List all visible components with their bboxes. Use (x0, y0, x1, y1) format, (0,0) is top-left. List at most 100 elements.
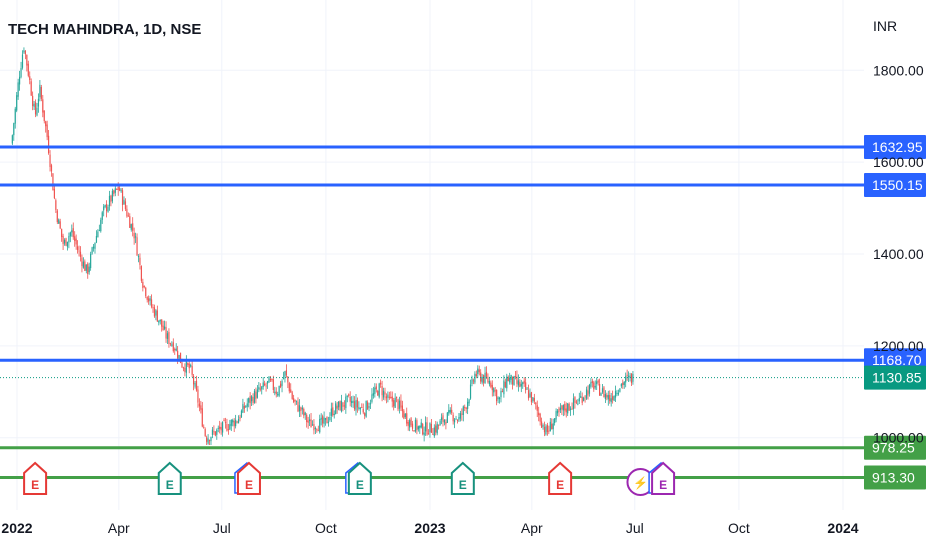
candle-body (622, 382, 624, 386)
price-badge-label: 1632.95 (872, 139, 923, 155)
candles-layer (11, 47, 634, 445)
earnings-marker[interactable]: E (548, 461, 573, 495)
candle-body (220, 427, 222, 431)
candle-body (372, 393, 374, 396)
candle-body (274, 391, 276, 393)
candle-body (285, 370, 287, 376)
price-badge[interactable] (864, 135, 926, 160)
candle-body (155, 310, 157, 316)
candle-body (145, 287, 147, 297)
candle-body (20, 68, 22, 78)
candle-body (21, 54, 24, 68)
candle-body (439, 420, 441, 426)
price-axis[interactable]: INR 1800.00 1600.00 1400.00 1200.00 1000.00 (873, 18, 924, 446)
candle-body (613, 396, 615, 401)
candle-body (598, 383, 601, 396)
chart-title: TECH MAHINDRA, 1D, NSE (8, 21, 201, 38)
time-axis[interactable]: 2022 Apr Jul Oct 2023 Apr Jul Oct 2024 (1, 520, 858, 536)
candle-body (381, 385, 383, 396)
candle-body (358, 406, 360, 410)
candle-body (116, 188, 118, 190)
candle-body (123, 199, 125, 205)
candle-body (555, 411, 557, 420)
price-badge[interactable] (864, 465, 926, 490)
candle-body (366, 402, 369, 410)
earnings-marker[interactable]: E (157, 461, 182, 495)
candle-body (327, 421, 330, 423)
candle-body (551, 423, 553, 430)
candle-body (584, 396, 586, 398)
candle-body (132, 223, 134, 231)
candle-body (607, 395, 609, 400)
candle-body (430, 424, 432, 433)
y-tick-label: 1200.00 (873, 338, 924, 354)
candle-body (359, 408, 361, 410)
candle-body (153, 307, 156, 317)
candle-body (498, 397, 501, 400)
candle-body (388, 396, 390, 398)
candle-body (150, 299, 153, 307)
candle-body (258, 387, 260, 390)
candle-body (249, 396, 251, 404)
price-badge[interactable] (864, 435, 926, 460)
candle-body (50, 165, 53, 172)
candle-body (178, 355, 180, 361)
candle-body (516, 376, 518, 384)
candle-body (252, 397, 254, 404)
earnings-icon (236, 461, 261, 495)
candle-body (462, 406, 464, 415)
candle-body (148, 298, 150, 302)
candle-body (304, 412, 306, 416)
candle-body (185, 360, 187, 373)
candle-body (329, 416, 331, 421)
candle-body (477, 368, 479, 375)
candle-body (114, 188, 116, 193)
price-badge-label: 1130.85 (872, 370, 922, 386)
candle-body (606, 394, 608, 398)
candle-body (297, 401, 299, 412)
candle-body (393, 400, 395, 407)
candle-body (242, 404, 244, 413)
candle-body (66, 241, 69, 247)
candle-body (467, 401, 469, 409)
candle-body (130, 224, 132, 230)
candle-body (365, 401, 367, 417)
candle-body (455, 418, 457, 420)
earnings-marker[interactable]: E (234, 461, 261, 495)
price-badge-label: 978.25 (872, 440, 915, 456)
candle-body (139, 257, 141, 265)
candle-body (546, 425, 548, 432)
candle-body (108, 195, 111, 207)
earnings-marker[interactable]: E (648, 461, 676, 495)
earnings-marker[interactable]: E (450, 461, 475, 495)
earnings-marker[interactable]: E (345, 461, 372, 495)
candle-body (424, 422, 427, 432)
horizontal-levels[interactable]: 1632.95 1550.15 1168.70 1130.85 978.25 913.30 (0, 135, 926, 490)
candle-body (452, 414, 454, 422)
candle-body (451, 409, 453, 413)
candle-body (37, 98, 40, 107)
candle-body (632, 373, 634, 382)
candle-body (378, 383, 380, 398)
x-tick-label: Oct (728, 520, 750, 536)
candle-body (542, 425, 544, 427)
candle-body (13, 123, 15, 136)
candle-body (294, 399, 296, 402)
candle-body (201, 408, 203, 427)
candle-body (414, 419, 417, 432)
candle-body (554, 418, 556, 424)
candle-body (352, 400, 354, 403)
x-tick-label: 2023 (414, 520, 445, 536)
candle-body (400, 400, 402, 408)
events-row[interactable]: E E E E E E ⚡ E (23, 461, 676, 496)
candle-body (456, 419, 459, 421)
candle-body (187, 363, 189, 365)
dividend-split-marker[interactable]: ⚡ (626, 468, 655, 496)
candle-body (333, 413, 335, 415)
candle-body (335, 403, 337, 414)
candle-body (580, 396, 582, 398)
price-badge[interactable] (864, 173, 926, 198)
earnings-marker[interactable]: E (23, 461, 48, 495)
price-badge[interactable] (864, 365, 926, 390)
